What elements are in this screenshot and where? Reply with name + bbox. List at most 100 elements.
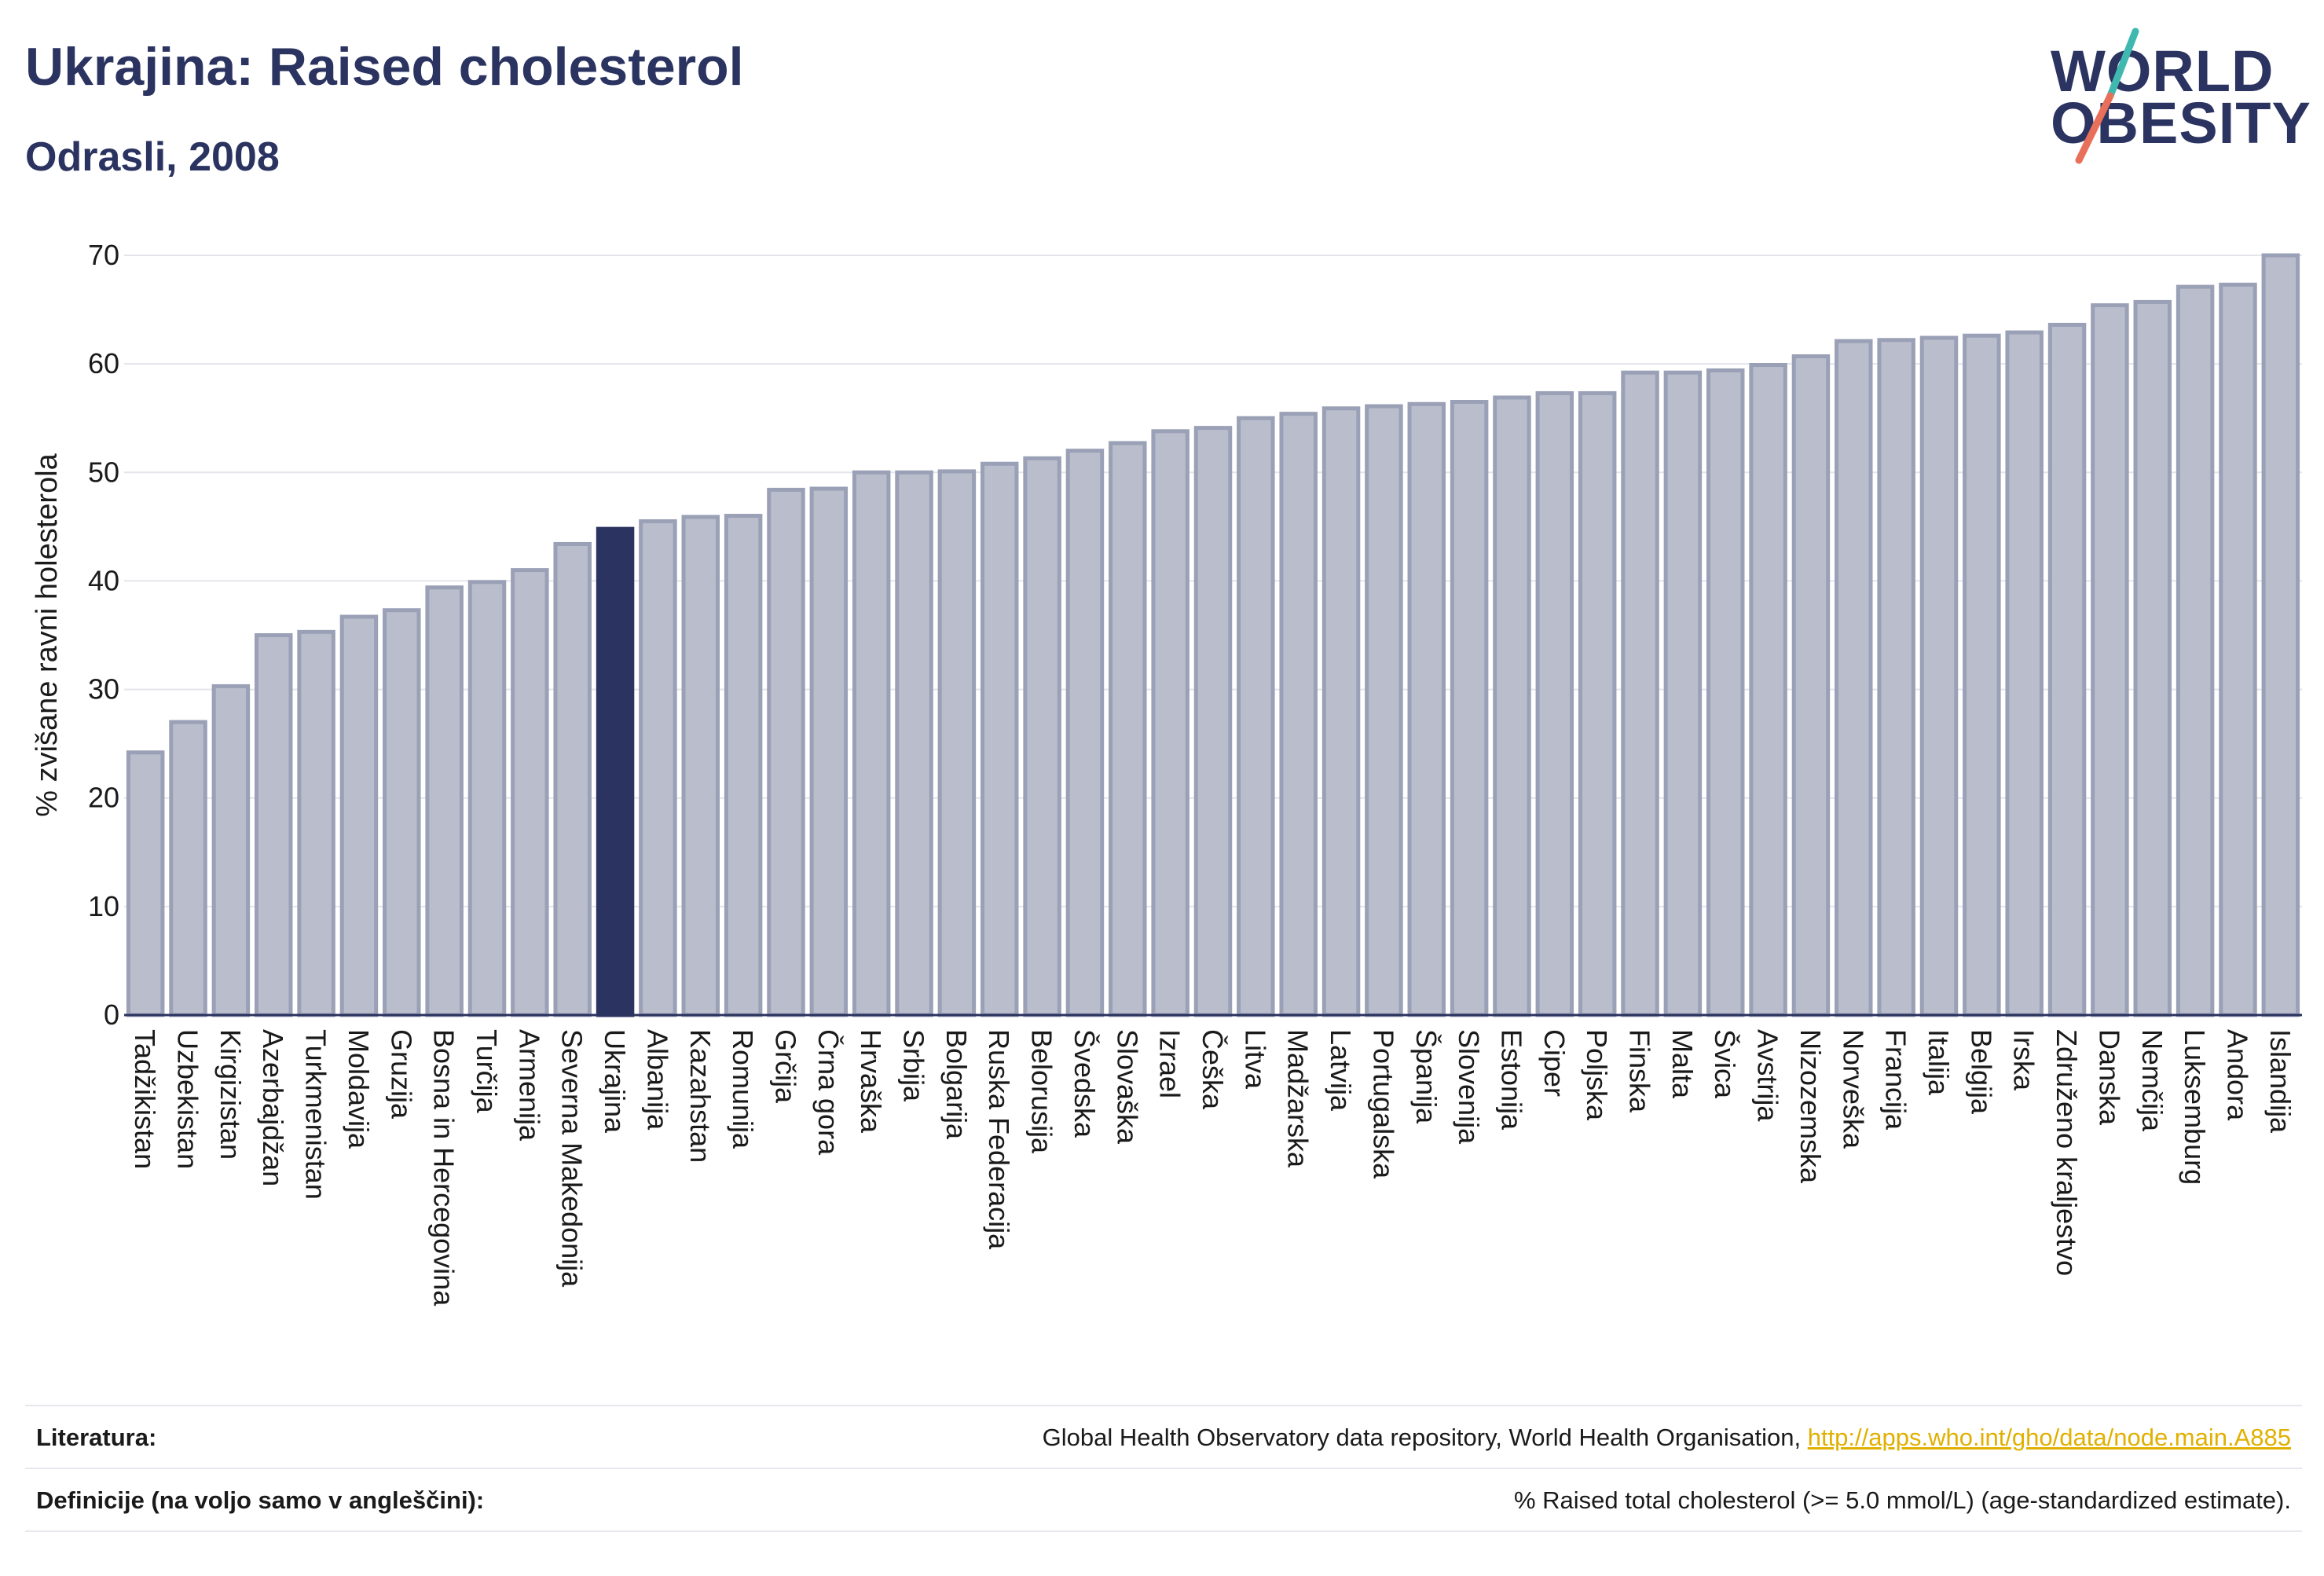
- x-tick-label: Srbija: [898, 1029, 930, 1102]
- x-tick-label: Izrael: [1154, 1029, 1186, 1098]
- bar: [1065, 449, 1105, 1017]
- bar: [2176, 284, 2215, 1017]
- x-tick-label: Azerbajdžan: [257, 1029, 289, 1186]
- references-value: Global Health Observatory data repositor…: [1043, 1424, 2291, 1452]
- bar: [2261, 253, 2300, 1017]
- x-tick-label: Ciper: [1538, 1029, 1571, 1097]
- bar: [511, 568, 549, 1017]
- x-tick-label: Latvija: [1325, 1029, 1357, 1112]
- bar: [425, 585, 464, 1017]
- bar: [681, 515, 720, 1017]
- bar: [1365, 404, 1403, 1017]
- chart-subtitle: Odrasli, 2008: [25, 134, 280, 180]
- bar: [1407, 401, 1446, 1017]
- bar: [895, 470, 933, 1017]
- logo-slash-icon: [2075, 27, 2139, 164]
- x-tick-label: Češka: [1197, 1029, 1229, 1110]
- x-tick-label: Slovenija: [1453, 1029, 1485, 1145]
- x-tick-label: Ukrajina: [599, 1029, 631, 1134]
- x-tick-label: Albanija: [641, 1029, 673, 1131]
- x-tick-label: Švica: [1709, 1029, 1741, 1099]
- x-tick-label: Slovaška: [1111, 1029, 1143, 1145]
- y-tick-label: 50: [88, 456, 119, 488]
- x-tick-label: Švedska: [1069, 1029, 1101, 1138]
- bar: [1109, 441, 1147, 1017]
- bar: [1151, 429, 1189, 1017]
- bar: [126, 750, 165, 1017]
- bar: [553, 541, 592, 1017]
- bar: [2133, 299, 2172, 1017]
- y-tick-label: 10: [88, 890, 119, 922]
- y-tick-label: 30: [88, 673, 119, 706]
- bar: [467, 580, 507, 1017]
- x-tick-label: Madžarska: [1282, 1029, 1314, 1168]
- x-tick-label: Malta: [1666, 1029, 1699, 1099]
- bar: [1663, 370, 1703, 1017]
- bar: [1279, 412, 1318, 1017]
- x-tick-label: Armenija: [513, 1029, 545, 1142]
- bar: [1963, 333, 2001, 1017]
- bar: [2219, 282, 2257, 1017]
- bar: [724, 514, 763, 1017]
- chart-title: Ukrajina: Raised cholesterol: [25, 37, 744, 97]
- y-tick-label: 0: [104, 999, 119, 1031]
- bar: [1493, 395, 1531, 1017]
- x-tick-label: Islandija: [2264, 1029, 2297, 1134]
- bar: [1791, 354, 1831, 1017]
- references-text: Global Health Observatory data repositor…: [1042, 1424, 1808, 1451]
- x-tick-label: Danska: [2093, 1029, 2125, 1126]
- x-tick-label: Turčija: [471, 1029, 503, 1114]
- x-tick-label: Avstrija: [1752, 1029, 1784, 1122]
- x-tick-label: Hrvaška: [855, 1029, 887, 1134]
- x-tick-label: Litva: [1239, 1029, 1271, 1090]
- bar: [980, 461, 1019, 1017]
- bar: [2091, 303, 2129, 1017]
- x-tick-label: Poljska: [1581, 1029, 1613, 1121]
- bar: [1535, 390, 1574, 1017]
- x-tick-label: Nizozemska: [1794, 1029, 1827, 1184]
- bar: [2047, 322, 2087, 1017]
- x-tick-label: Črna gora: [812, 1029, 845, 1156]
- x-tick-label: Gruzija: [385, 1029, 417, 1120]
- x-tick-label: Italija: [1923, 1029, 1955, 1096]
- x-tick-label: Francija: [1880, 1029, 1912, 1131]
- x-tick-label: Bosna in Hercegovina: [428, 1029, 460, 1307]
- bar: [1450, 399, 1489, 1017]
- x-tick-label: Romunija: [727, 1029, 759, 1149]
- bar: [1835, 339, 1873, 1017]
- bar: [2005, 330, 2044, 1017]
- bar: [852, 470, 891, 1017]
- references-label: Literatura:: [36, 1424, 157, 1451]
- y-tick-label: 40: [88, 564, 119, 596]
- bar: [297, 629, 335, 1017]
- x-tick-label: Severna Makedonija: [556, 1029, 588, 1288]
- x-tick-label: Španija: [1410, 1029, 1442, 1124]
- x-tick-label: Kazahstan: [684, 1029, 717, 1163]
- y-axis-title: % zvišane ravni holesterola: [31, 453, 64, 816]
- x-tick-label: Norveška: [1837, 1029, 1869, 1149]
- bar: [639, 519, 677, 1017]
- x-tick-label: Turkmenistan: [300, 1029, 332, 1200]
- bar: [1919, 335, 1959, 1017]
- y-tick-label: 60: [88, 347, 119, 379]
- x-tick-label: Belorusija: [1026, 1029, 1058, 1154]
- x-tick-label: Andora: [2221, 1029, 2253, 1121]
- bar: [383, 608, 421, 1017]
- x-tick-label: Irska: [2008, 1029, 2040, 1091]
- bar: [1578, 390, 1617, 1017]
- bar: [1193, 426, 1233, 1017]
- x-tick-label: Estonija: [1495, 1029, 1527, 1131]
- bar: [1321, 406, 1361, 1017]
- x-tick-label: Kirgizistan: [214, 1029, 247, 1160]
- bar: [169, 720, 207, 1017]
- x-tick-label: Portugalska: [1367, 1029, 1399, 1179]
- references-link[interactable]: http://apps.who.int/gho/data/node.main.A…: [1807, 1424, 2291, 1451]
- bar: [254, 633, 293, 1017]
- bar: [1706, 368, 1745, 1017]
- x-tick-label: Uzbekistan: [172, 1029, 204, 1169]
- x-tick-label: Luksemburg: [2179, 1029, 2211, 1185]
- bar: [596, 526, 635, 1017]
- bar: [767, 487, 805, 1017]
- bar: [1237, 416, 1275, 1017]
- bar: [1621, 370, 1659, 1017]
